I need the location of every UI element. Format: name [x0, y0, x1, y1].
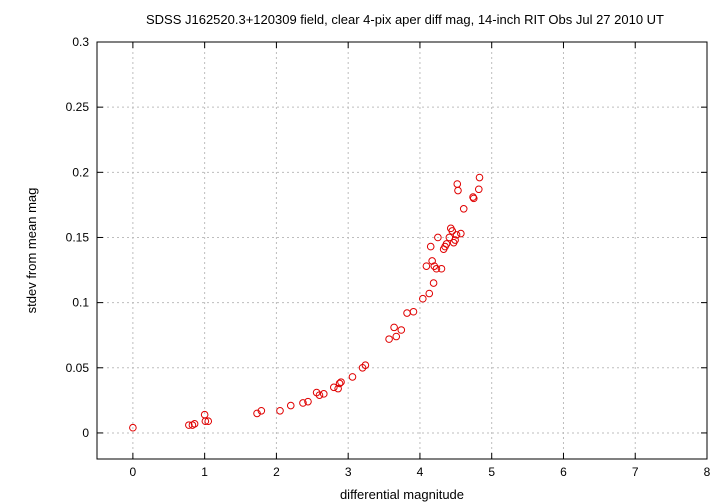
data-point: [442, 240, 451, 248]
data-point: [185, 421, 193, 429]
axis-ticks: 0 1 2 3 4 5 6 7 8 0 0.05 0.1 0.15 0.2 0.25 0.3: [66, 35, 711, 479]
data-point: [201, 417, 210, 426]
data-point: [454, 186, 462, 195]
data-point: [419, 294, 427, 303]
data-point: [204, 417, 213, 426]
data-point: [315, 391, 324, 399]
data-point: [334, 384, 342, 393]
data-point: [337, 378, 345, 386]
data-point: [451, 236, 459, 244]
data-point: [425, 289, 434, 298]
data-point: [474, 185, 483, 194]
data-point: [253, 409, 261, 418]
data-point: [409, 307, 418, 316]
x-tick-label: 2: [273, 465, 280, 479]
data-point: [469, 193, 477, 201]
data-point: [428, 257, 436, 265]
x-tick-label: 3: [345, 465, 352, 479]
data-point: [330, 383, 338, 392]
x-tick-label: 4: [417, 465, 424, 479]
chart-title: SDSS J162520.3+120309 field, clear 4-pix…: [146, 12, 664, 27]
data-point: [448, 227, 457, 235]
data-point: [430, 262, 439, 270]
data-point: [188, 421, 197, 429]
data-point: [459, 205, 468, 213]
data-point: [276, 406, 284, 415]
data-point: [469, 194, 478, 203]
data-point: [385, 335, 393, 343]
data-point: [257, 406, 266, 415]
data-point: [429, 279, 438, 287]
plot-frame: [96, 41, 708, 460]
data-point: [390, 323, 398, 332]
y-axis-label: stdev from mean mag: [24, 188, 39, 314]
data-point: [457, 229, 465, 238]
data-point: [299, 399, 307, 407]
data-point: [452, 231, 461, 239]
data-point: [437, 264, 446, 273]
data-point: [348, 373, 357, 381]
y-tick-label: 0.15: [66, 230, 90, 244]
data-point: [190, 420, 199, 428]
data-point: [403, 309, 411, 317]
data-point: [422, 262, 431, 270]
data-point: [426, 242, 435, 251]
data-point: [432, 264, 441, 273]
data-point: [397, 326, 406, 334]
grid-lines: [97, 42, 707, 459]
data-point: [453, 180, 462, 188]
x-tick-label: 0: [130, 465, 137, 479]
x-tick-label: 1: [201, 465, 208, 479]
x-tick-label: 7: [632, 465, 639, 479]
data-point: [475, 173, 484, 182]
data-point: [286, 401, 295, 410]
data-points: [129, 173, 484, 432]
data-point: [319, 390, 328, 398]
y-tick-label: 0.05: [66, 361, 90, 375]
y-tick-label: 0.2: [72, 165, 89, 179]
x-tick-label: 6: [560, 465, 567, 479]
data-point: [129, 423, 137, 432]
y-tick-label: 0: [82, 426, 89, 440]
y-tick-label: 0.25: [66, 100, 90, 114]
data-point: [304, 397, 312, 406]
data-point: [335, 379, 344, 388]
x-axis-label: differential magnitude: [340, 487, 464, 502]
x-tick-label: 5: [488, 465, 495, 479]
y-tick-label: 0.3: [72, 35, 89, 49]
y-tick-label: 0.1: [72, 296, 89, 310]
data-point: [434, 233, 442, 242]
x-tick-label: 8: [704, 465, 711, 479]
data-point: [392, 332, 401, 341]
data-point: [361, 361, 370, 369]
